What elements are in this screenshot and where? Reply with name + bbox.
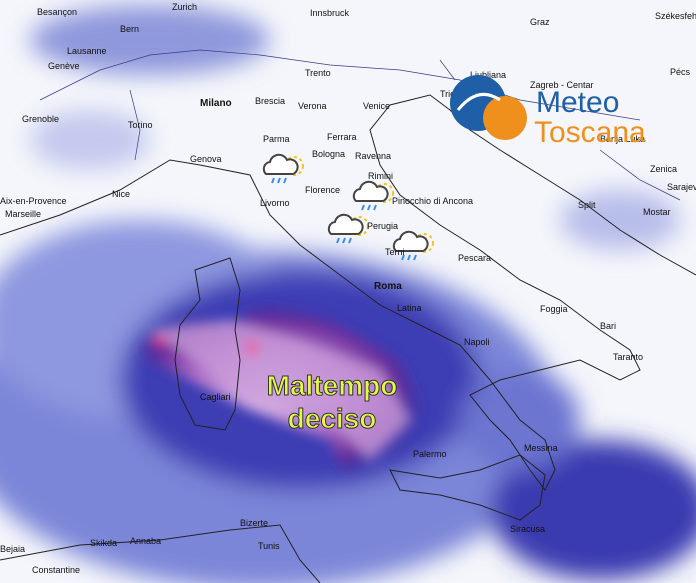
city-label: Bari <box>600 321 616 331</box>
city-label: Graz <box>530 17 550 27</box>
city-label: Constantine <box>32 565 80 575</box>
annotation: Maltempo deciso <box>266 370 398 435</box>
city-label: Zenica <box>650 164 677 174</box>
rain-sun-icon <box>392 230 434 261</box>
city-label: Bologna <box>312 149 345 159</box>
logo-line2: Toscana <box>534 116 646 149</box>
city-label: Terni <box>385 247 405 257</box>
storm-core <box>110 300 430 490</box>
city-label: Marseille <box>5 209 41 219</box>
city-label: Pécs <box>670 67 691 77</box>
rain-sun-icon <box>262 153 304 184</box>
city-label: Perugia <box>367 221 398 231</box>
rain-sun-icon <box>327 213 369 244</box>
city-label: Aix-en-Provence <box>0 196 67 206</box>
city-label: Nice <box>112 189 130 199</box>
city-label: Florence <box>305 185 340 195</box>
city-label: Pinocchio di Ancona <box>392 196 473 206</box>
city-label: Genova <box>190 154 222 164</box>
weather-icons <box>262 153 434 261</box>
city-label: Split <box>578 200 596 210</box>
city-label: Venice <box>363 101 390 111</box>
city-label: Siracusa <box>510 524 545 534</box>
city-label: Annaba <box>130 536 161 546</box>
city-label: Grenoble <box>22 114 59 124</box>
city-label: Ferrara <box>327 132 357 142</box>
annotation-line: Maltempo <box>267 370 398 401</box>
city-label: Tunis <box>258 541 280 551</box>
rain-sun-icon <box>352 180 394 211</box>
coastlines <box>0 49 696 583</box>
city-label: Palermo <box>413 449 447 459</box>
city-label: Bizerte <box>240 518 268 528</box>
city-label: Napoli <box>464 337 490 347</box>
city-label: Messina <box>524 443 558 453</box>
logo-line1: Meteo <box>536 86 619 119</box>
city-label: Latina <box>397 303 422 313</box>
annotation-line: deciso <box>288 403 377 434</box>
city-label: Torino <box>128 120 153 130</box>
city-label: Mostar <box>643 207 671 217</box>
city-label: Innsbruck <box>310 8 350 18</box>
city-label: Verona <box>298 101 327 111</box>
city-label: Foggia <box>540 304 568 314</box>
city-label: Zagreb - Centar <box>530 80 594 90</box>
city-label: Cagliari <box>200 392 231 402</box>
city-label: Parma <box>263 134 290 144</box>
city-label: Milano <box>200 98 232 109</box>
city-label: Skikda <box>90 538 117 548</box>
city-label: Zurich <box>172 2 197 12</box>
city-label: Lausanne <box>67 46 107 56</box>
logo: Meteo Toscana <box>450 75 646 149</box>
city-label: Bejaia <box>0 544 25 554</box>
city-label: Genève <box>48 61 80 71</box>
city-label: Banja Luka <box>600 134 645 144</box>
city-label: Besançon <box>37 7 77 17</box>
city-label: Ljubljana <box>470 70 506 80</box>
city-label: Sarajevo <box>667 182 696 192</box>
city-label: Taranto <box>613 352 643 362</box>
city-label: Rimini <box>368 171 393 181</box>
city-label: Ravenna <box>355 151 391 161</box>
city-label: Roma <box>374 281 402 292</box>
city-label: Brescia <box>255 96 285 106</box>
city-label: Pescara <box>458 253 491 263</box>
city-label: Bern <box>120 24 139 34</box>
city-label: Trento <box>305 68 331 78</box>
city-label: Livorno <box>260 198 290 208</box>
city-label: Székesfehé <box>655 11 696 21</box>
